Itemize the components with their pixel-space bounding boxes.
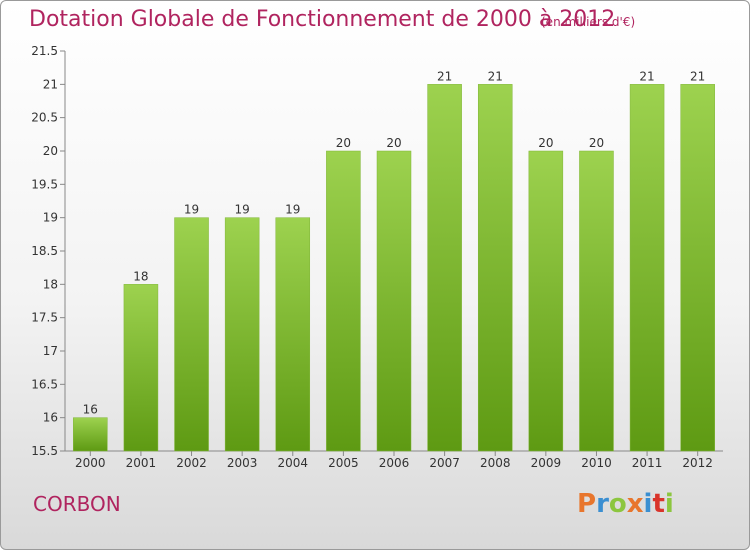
proxiti-logo[interactable]: Proxiti [577,489,674,519]
logo-letter: i [664,489,674,519]
bar [224,217,260,452]
logo-letter: r [596,489,609,519]
y-tick-label: 17.5 [31,311,58,325]
y-tick-label: 18.5 [31,244,58,258]
bar [73,417,108,452]
y-tick-label: 17 [43,344,58,358]
y-tick-label: 20.5 [31,111,58,125]
bar [427,84,462,452]
x-category-label: 2005 [328,456,359,470]
x-category-label: 2001 [126,456,157,470]
bar [123,284,159,452]
y-tick-label: 15.5 [31,444,58,458]
x-category-label: 2008 [480,456,511,470]
x-category-label: 2009 [531,456,562,470]
x-category-label: 2003 [227,456,258,470]
y-tick-label: 18 [43,277,58,291]
x-category-label: 2011 [632,456,663,470]
y-tick-label: 19.5 [31,177,58,191]
bar [528,150,564,452]
bar [629,84,665,452]
bar [477,84,513,452]
bar-value-label: 21 [690,69,705,83]
bar [579,150,614,452]
bar [376,150,412,452]
bar-value-label: 19 [235,203,250,217]
y-tick-label: 19 [43,211,58,225]
y-tick-label: 16.5 [31,377,58,391]
bar [326,150,361,452]
bar-value-label: 21 [639,69,654,83]
bar-value-label: 20 [386,136,401,150]
bar-value-label: 16 [83,403,98,417]
logo-letter: o [608,489,627,519]
x-category-label: 2000 [75,456,106,470]
commune-name: CORBON [33,492,121,516]
bar [680,84,715,452]
bar-value-label: 19 [285,203,300,217]
x-category-label: 2002 [176,456,207,470]
x-category-label: 2012 [682,456,713,470]
y-tick-label: 20 [43,144,58,158]
logo-letter: t [652,489,665,519]
logo-letter: P [577,489,597,519]
bar-value-label: 20 [589,136,604,150]
x-category-label: 2004 [277,456,308,470]
y-tick-label: 21 [43,77,58,91]
bar [174,217,209,452]
bar-value-label: 18 [133,269,148,283]
y-tick-label: 16 [43,411,58,425]
logo-letter: i [643,489,653,519]
bar-value-label: 20 [538,136,553,150]
bar-value-label: 19 [184,203,199,217]
bar-value-label: 21 [488,69,503,83]
x-category-label: 2010 [581,456,612,470]
bar-value-label: 20 [336,136,351,150]
logo-letter: x [626,489,644,519]
chart-unit-note: (en milliers d'€) [541,15,636,29]
x-category-label: 2007 [429,456,460,470]
x-category-label: 2006 [379,456,410,470]
y-tick-label: 21.5 [31,44,58,58]
bar [275,217,311,452]
chart-title: Dotation Globale de Fonctionnement de 20… [29,7,616,32]
bar-value-label: 21 [437,69,452,83]
